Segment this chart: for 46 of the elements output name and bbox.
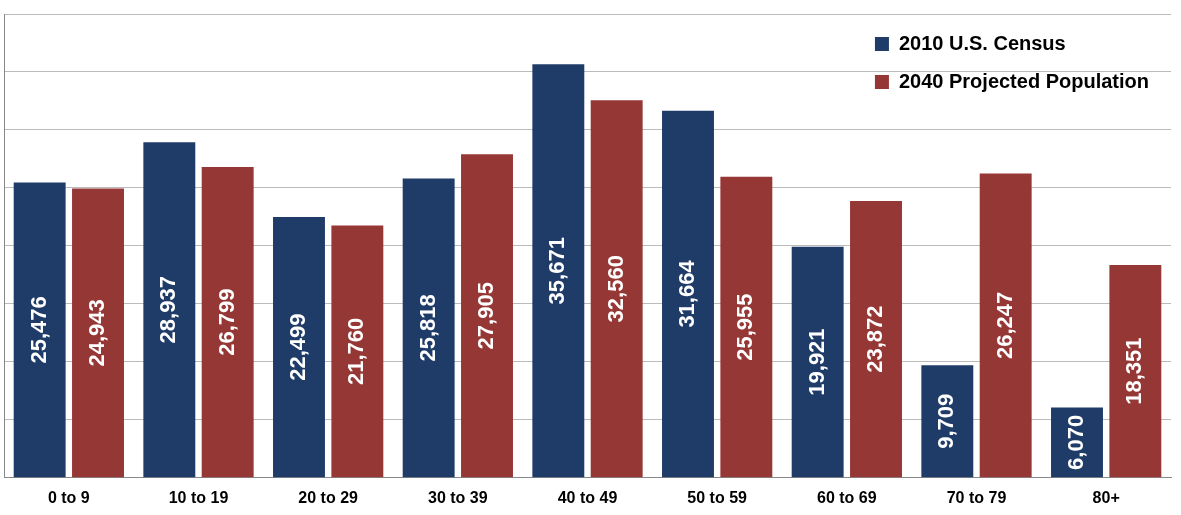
- data-label: 31,664: [674, 259, 700, 328]
- bar: [590, 100, 643, 478]
- bar: [72, 188, 124, 478]
- legend-label: 2040 Projected Population: [898, 69, 1150, 92]
- data-label: 28,937: [155, 276, 181, 344]
- bar: [532, 64, 585, 478]
- bar: [402, 178, 455, 478]
- bar: [201, 167, 254, 478]
- data-label: 6,070: [1063, 414, 1089, 470]
- x-tick-label: 0 to 9: [47, 488, 90, 506]
- x-tick-label: 80+: [1092, 488, 1120, 506]
- data-label: 25,818: [414, 294, 440, 362]
- bar: [331, 225, 384, 478]
- bar: [1109, 265, 1162, 478]
- data-label: 9,709: [933, 393, 959, 449]
- data-label: 24,943: [84, 299, 110, 367]
- data-label: 25,476: [25, 296, 51, 364]
- data-label: 35,671: [544, 237, 570, 305]
- x-tick-label: 60 to 69: [817, 488, 877, 506]
- bar: [143, 142, 196, 478]
- bar: [850, 201, 902, 478]
- bar: [791, 246, 844, 478]
- bar: [273, 216, 325, 478]
- x-tick-label: 10 to 19: [168, 488, 229, 506]
- bar: [720, 176, 773, 478]
- legend-label: 2010 U.S. Census: [898, 31, 1066, 54]
- bar: [662, 110, 714, 478]
- data-label: 19,921: [803, 328, 829, 396]
- data-label: 27,905: [473, 282, 499, 350]
- data-label: 25,955: [732, 293, 758, 361]
- x-tick-label: 30 to 39: [428, 488, 488, 506]
- x-tick-label: 70 to 79: [946, 488, 1007, 506]
- x-tick-label: 50 to 59: [687, 488, 748, 506]
- data-label: 32,560: [602, 255, 628, 323]
- data-label: 22,499: [285, 313, 311, 381]
- bar: [921, 365, 974, 478]
- data-label: 23,872: [862, 305, 888, 373]
- data-label: 26,799: [213, 288, 239, 356]
- bar: [461, 154, 513, 478]
- data-label: 21,760: [343, 317, 369, 386]
- data-label: 26,247: [991, 291, 1017, 360]
- bar: [979, 173, 1032, 478]
- bar: [13, 182, 66, 478]
- data-label: 18,351: [1121, 337, 1147, 405]
- x-tick-label: 40 to 49: [557, 488, 618, 506]
- x-tick-label: 20 to 29: [298, 488, 359, 506]
